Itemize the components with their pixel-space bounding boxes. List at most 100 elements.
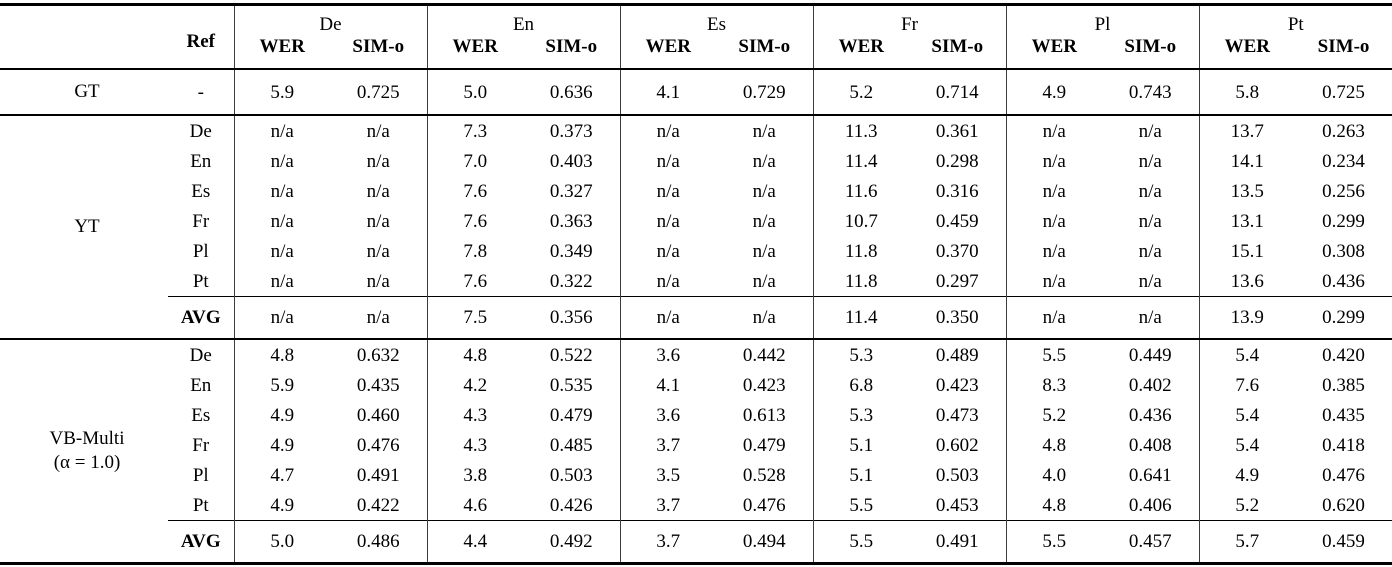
value-cell: n/a xyxy=(752,240,776,262)
value-cell: 0.442 xyxy=(742,344,786,366)
value-cell: 4.3 xyxy=(426,400,523,430)
ref-cell: De xyxy=(189,344,212,366)
table-row: Es n/a n/a 7.6 0.327 n/a n/a 11.6 0.316 n/a n/a 13.… xyxy=(0,176,1392,206)
ref-cell: Pl xyxy=(192,240,209,262)
avg-value-cell: 5.0 xyxy=(233,520,330,564)
value-cell: 11.8 xyxy=(812,236,910,266)
value-cell: 5.1 xyxy=(812,460,910,490)
value-cell: 7.0 xyxy=(426,146,523,176)
value-cell: n/a xyxy=(619,176,717,206)
metric-header-simo-en: SIM-o xyxy=(545,36,598,57)
value-cell: 0.406 xyxy=(1128,494,1172,516)
value-cell: 0.459 xyxy=(935,210,979,232)
avg-value-cell: 0.494 xyxy=(716,520,814,564)
value-cell: n/a xyxy=(1005,115,1103,146)
ref-cell: Pt xyxy=(192,494,209,516)
value-cell: 0.479 xyxy=(549,404,593,426)
avg-value-cell: n/a xyxy=(1102,296,1200,339)
group-header-pt: Pt xyxy=(1198,4,1392,35)
value-cell: 0.234 xyxy=(1322,150,1365,172)
value-cell: 8.3 xyxy=(1005,370,1103,400)
value-cell: 0.489 xyxy=(935,344,979,366)
value-cell: 0.453 xyxy=(935,494,979,516)
value-cell: n/a xyxy=(233,146,330,176)
avg-value-cell: 0.350 xyxy=(909,296,1007,339)
avg-value-cell: 0.457 xyxy=(1102,520,1200,564)
section-vb-multi: VB-Multi (α = 1.0) De 4.8 0.632 4.8 0.522 3.6 0.… xyxy=(0,339,1392,564)
avg-label-cell: AVG xyxy=(168,296,234,339)
table-row: Fr n/a n/a 7.6 0.363 n/a n/a 10.7 0.459 n/a n/a 13.… xyxy=(0,206,1392,236)
group-header-de: De xyxy=(233,4,427,35)
value-cell: 5.2 xyxy=(1198,490,1296,521)
value-cell: 5.5 xyxy=(1005,339,1103,370)
value-cell: 0.613 xyxy=(742,404,786,426)
value-cell: n/a xyxy=(1005,236,1103,266)
avg-value-cell: 0.459 xyxy=(1295,520,1392,564)
metric-header-simo-fr: SIM-o xyxy=(931,36,984,57)
ref-cell: Es xyxy=(191,404,211,426)
value-cell: 4.9 xyxy=(1198,460,1296,490)
value-cell: n/a xyxy=(1005,146,1103,176)
value-cell: 0.725 xyxy=(356,81,400,103)
model-cell-gt: GT xyxy=(0,69,168,115)
table-row: En n/a n/a 7.0 0.403 n/a n/a 11.4 0.298 n/a n/a 14.… xyxy=(0,146,1392,176)
avg-row: AVG n/a n/a 7.5 0.356 n/a n/a 11.4 0.350 n/a n/a 13… xyxy=(0,296,1392,339)
avg-value-cell: 0.356 xyxy=(523,296,621,339)
value-cell: n/a xyxy=(233,236,330,266)
value-cell: 14.1 xyxy=(1198,146,1296,176)
value-cell: n/a xyxy=(366,210,390,232)
value-cell: 5.4 xyxy=(1198,430,1296,460)
metric-header-simo-es: SIM-o xyxy=(738,36,791,57)
ref-cell: - xyxy=(197,81,204,103)
avg-value-cell: 5.5 xyxy=(812,520,910,564)
avg-value-cell: 11.4 xyxy=(812,296,910,339)
group-header-pl: Pl xyxy=(1005,4,1200,35)
metric-header-wer-fr: WER xyxy=(812,35,910,69)
table-row: YT De n/a n/a 7.3 0.373 n/a n/a 11.3 0.361 n/a n/a 1… xyxy=(0,115,1392,237)
metric-header-simo-de: SIM-o xyxy=(352,36,405,57)
metric-header-simo-pl: SIM-o xyxy=(1124,36,1177,57)
value-cell: n/a xyxy=(1138,120,1162,142)
ref-cell: Pt xyxy=(192,270,209,292)
value-cell: 5.0 xyxy=(426,69,523,115)
value-cell: 7.6 xyxy=(426,266,523,297)
value-cell: n/a xyxy=(1138,180,1162,202)
value-cell: n/a xyxy=(366,150,390,172)
value-cell: 0.479 xyxy=(742,434,786,456)
avg-value-cell: 0.491 xyxy=(909,520,1007,564)
value-cell: n/a xyxy=(1138,210,1162,232)
value-cell: 0.436 xyxy=(1128,404,1172,426)
value-cell: 0.522 xyxy=(549,344,593,366)
avg-value-cell: n/a xyxy=(619,296,717,339)
value-cell: n/a xyxy=(233,206,330,236)
value-cell: 0.476 xyxy=(1322,464,1365,486)
value-cell: 6.8 xyxy=(812,370,910,400)
value-cell: 0.602 xyxy=(935,434,979,456)
avg-label-cell: AVG xyxy=(168,520,234,564)
value-cell: 0.743 xyxy=(1128,81,1172,103)
model-label-line: YT xyxy=(74,216,100,237)
value-cell: 0.418 xyxy=(1322,434,1365,456)
value-cell: n/a xyxy=(619,146,717,176)
value-cell: 7.6 xyxy=(426,206,523,236)
table-header: Ref De En Es Fr Pl Pt WER SIM-o WER SIM-o WER SIM-o W… xyxy=(0,4,1392,69)
value-cell: 0.426 xyxy=(549,494,593,516)
value-cell: 4.8 xyxy=(426,339,523,370)
table-row: Pt 4.9 0.422 4.6 0.426 3.7 0.476 5.5 0.453 4.8 0.4… xyxy=(0,490,1392,521)
value-cell: 0.449 xyxy=(1128,344,1172,366)
ref-cell: Fr xyxy=(192,434,210,456)
value-cell: 4.9 xyxy=(233,400,330,430)
value-cell: 0.402 xyxy=(1128,374,1172,396)
value-cell: 0.491 xyxy=(356,464,400,486)
header-language-row: Ref De En Es Fr Pl Pt xyxy=(0,4,1392,51)
value-cell: 3.7 xyxy=(619,430,717,460)
value-cell: 0.714 xyxy=(935,81,979,103)
ref-cell: En xyxy=(190,374,212,396)
avg-value-cell: 13.9 xyxy=(1198,296,1296,339)
ref-cell: Es xyxy=(191,180,211,202)
value-cell: 4.9 xyxy=(1005,69,1103,115)
value-cell: 4.6 xyxy=(426,490,523,521)
table-row: En 5.9 0.435 4.2 0.535 4.1 0.423 6.8 0.423 8.3 0.4… xyxy=(0,370,1392,400)
header-metric-row: WER SIM-o WER SIM-o WER SIM-o WER SIM-o WER SIM-o… xyxy=(0,35,1392,69)
